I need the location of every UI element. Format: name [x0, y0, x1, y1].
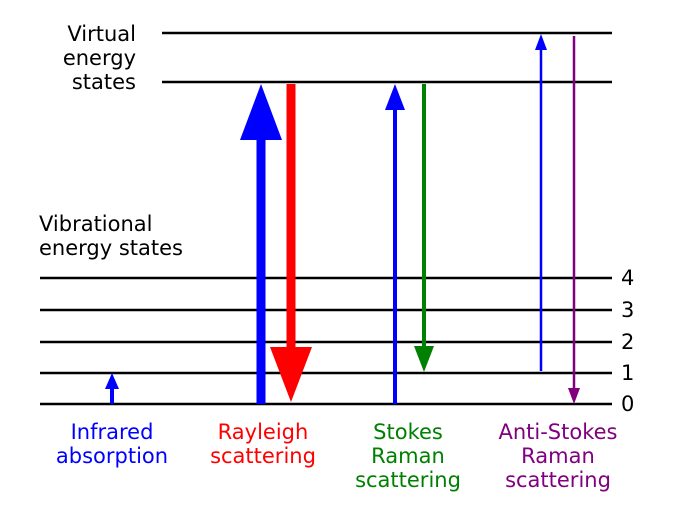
anti-stokes-label-line-3: scattering [505, 468, 611, 492]
virtual-label-line-3: states [71, 70, 136, 94]
infrared-absorption-label: Infrared absorption [42, 420, 182, 468]
vibrational-label-line-2: energy states [39, 236, 183, 260]
rayleigh-label-line-1: Rayleigh [217, 420, 309, 444]
anti-stokes-emission-arrow [568, 36, 580, 404]
level-number-1: 1 [621, 361, 635, 385]
rayleigh-scattering-label: Rayleigh scattering [195, 420, 331, 468]
anti-stokes-label-line-1: Anti-Stokes [498, 420, 618, 444]
level-number-2: 2 [621, 330, 635, 354]
anti-stokes-raman-label: Anti-Stokes Raman scattering [482, 420, 634, 492]
stokes-emission-arrow [414, 84, 434, 372]
rayleigh-emission-arrow [270, 84, 312, 402]
infrared-label-line-2: absorption [55, 444, 169, 468]
virtual-label-line-1: Virtual [67, 22, 136, 46]
virtual-label-line-2: energy [62, 46, 136, 70]
stokes-label-line-2: Raman [371, 444, 445, 468]
level-number-4: 4 [621, 266, 635, 290]
level-number-3: 3 [621, 298, 635, 322]
stokes-label-line-1: Stokes [373, 420, 443, 444]
anti-stokes-label-line-2: Raman [521, 444, 595, 468]
stokes-label-line-3: scattering [355, 468, 461, 492]
stokes-raman-label: Stokes Raman scattering [340, 420, 476, 492]
vibrational-label-line-1: Vibrational [39, 212, 153, 236]
infrared-absorption-arrow [105, 373, 119, 404]
rayleigh-excitation-arrow [240, 84, 282, 404]
anti-stokes-excitation-arrow [535, 34, 547, 371]
stokes-excitation-arrow [385, 84, 405, 404]
rayleigh-label-line-2: scattering [210, 444, 316, 468]
virtual-states-label: Virtual energy states [40, 22, 136, 94]
level-number-0: 0 [621, 392, 635, 416]
infrared-label-line-1: Infrared [70, 420, 154, 444]
vibrational-states-label: Vibrational energy states [39, 212, 183, 260]
